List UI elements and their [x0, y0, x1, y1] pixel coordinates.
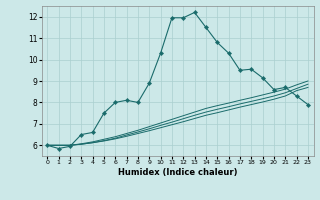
- X-axis label: Humidex (Indice chaleur): Humidex (Indice chaleur): [118, 168, 237, 177]
